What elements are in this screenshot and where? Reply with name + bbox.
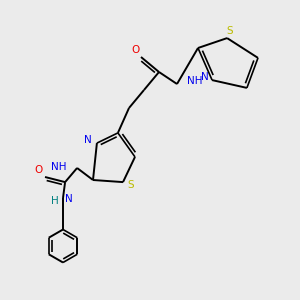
Text: N: N (201, 72, 208, 82)
Text: O: O (34, 165, 43, 176)
Text: O: O (131, 45, 139, 56)
Text: S: S (226, 26, 232, 37)
Text: NH: NH (51, 161, 67, 172)
Text: N: N (84, 135, 92, 145)
Text: S: S (127, 180, 134, 190)
Text: N: N (64, 194, 72, 205)
Text: NH: NH (188, 76, 203, 86)
Text: H: H (51, 196, 58, 206)
